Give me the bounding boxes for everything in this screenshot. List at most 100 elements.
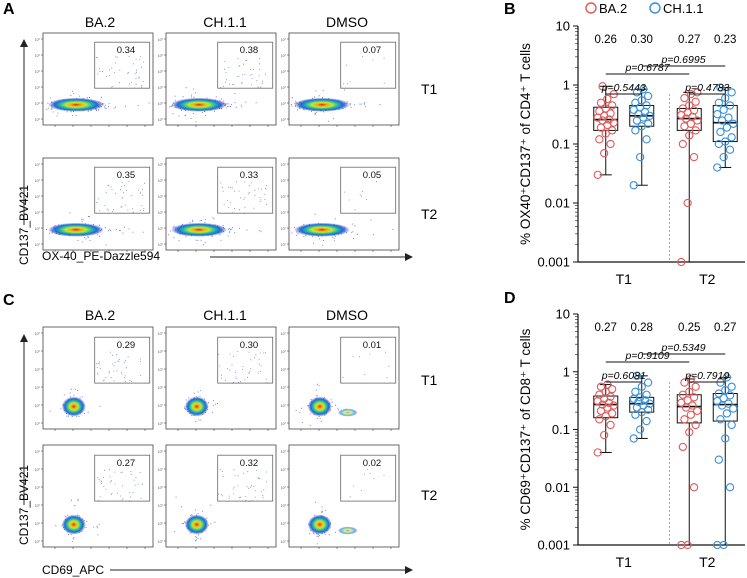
data-point — [729, 119, 738, 128]
series-t2-ba2 — [676, 88, 702, 267]
data-point — [713, 163, 722, 172]
density-core — [48, 97, 104, 112]
median-label: 0.26 — [595, 34, 617, 46]
flow-y-tick-label: 10⁰ — [158, 422, 164, 426]
flow-y-tick-label: 10⁰ — [35, 38, 41, 42]
data-point — [632, 371, 642, 380]
flow-y-tick-label: 10⁰ — [35, 468, 41, 472]
gate-box — [217, 41, 274, 89]
data-point — [680, 415, 689, 424]
density-core — [184, 514, 209, 535]
y-tick-label: 10 — [556, 19, 570, 34]
data-point — [644, 378, 653, 387]
x-category-label: T1 — [616, 554, 633, 570]
median-label: 0.27 — [678, 34, 700, 46]
data-point — [593, 170, 602, 179]
gate-value: 0.07 — [363, 45, 382, 56]
flow-y-tick-label: 10⁰ — [35, 211, 41, 215]
data-point — [714, 389, 723, 398]
flow-y-tick-label: 10⁰ — [281, 540, 287, 544]
flow-y-tick-label: 10⁰ — [281, 227, 287, 231]
y-tick-label: 0.1 — [552, 137, 570, 152]
flow-plot: 10⁰ 10⁰ 10⁰ 10⁰ 10⁰ 10⁰ 0.27 — [35, 444, 154, 549]
flow-plot: 10⁰ 10⁰ 10⁰ 10⁰ 10⁰ 10⁰ 0.29 — [35, 326, 154, 431]
flow-y-tick-label: 10⁰ — [35, 422, 41, 426]
flow-plot-frame — [165, 157, 277, 251]
gate-value: 0.35 — [117, 170, 136, 181]
flow-y-tick-label: 10⁰ — [35, 486, 41, 490]
data-point — [637, 382, 646, 391]
flow-y-tick-label: 10⁰ — [158, 211, 164, 215]
flow-plot: 10⁰ 10⁰ 10⁰ 10⁰ 10⁰ 10⁰ 0.32 — [158, 444, 277, 549]
chart-panel-d: 0.001 0.01 0.1 1 10 % CD69⁺CD137⁺ of CD8⁺ T c… — [518, 307, 745, 570]
panel-letter-a: A — [3, 1, 15, 18]
data-point — [601, 129, 610, 138]
box-iqr — [676, 394, 702, 424]
flow-y-tick-label: 10⁰ — [35, 540, 41, 544]
gate-box — [217, 166, 274, 214]
flow-c-column-label: DMSO — [326, 307, 368, 323]
flow-y-tick-label: 10⁰ — [281, 522, 287, 526]
data-point — [606, 420, 615, 430]
data-point — [593, 448, 602, 457]
flow-y-tick-label: 10⁰ — [158, 522, 164, 526]
flow-y-tick-label: 10⁰ — [281, 486, 287, 490]
flow-plot-frame — [42, 326, 154, 430]
flow-plot: 10⁰ 10⁰ 10⁰ 10⁰ 10⁰ 10⁰ 0.33 — [158, 157, 277, 252]
flow-plot: 10⁰ 10⁰ 10⁰ 10⁰ 10⁰ 10⁰ 0.05 — [281, 157, 400, 252]
x-category-label: T2 — [699, 554, 716, 570]
gate-value: 0.30 — [240, 340, 259, 351]
flow-y-tick-label: 10⁰ — [35, 54, 41, 58]
y-axis-label: % OX40⁺CD137⁺ of CD4⁺ T cells — [518, 43, 533, 245]
flow-a-row-label: T2 — [421, 206, 438, 222]
flow-y-tick-label: 10⁰ — [281, 118, 287, 122]
data-point — [596, 98, 606, 107]
data-point — [713, 540, 722, 550]
gate-box — [340, 336, 397, 384]
gate-box — [340, 41, 397, 89]
gate-value: 0.34 — [117, 45, 136, 56]
flow-cytometry-panel-c: BA.2 CH.1.1 DMSO T1 T2 CD137_BV421 CD69_… — [17, 307, 438, 577]
data-point — [724, 399, 733, 408]
p-value-label: p=0.7919 — [684, 370, 729, 382]
data-point — [600, 430, 609, 440]
data-point — [719, 540, 728, 550]
data-point — [642, 390, 651, 399]
median-label: 0.30 — [631, 34, 653, 46]
gate-value: 0.01 — [363, 340, 382, 351]
data-point — [725, 101, 735, 110]
data-point — [642, 135, 651, 144]
series-t1-ch11 — [629, 371, 655, 443]
data-point — [725, 483, 735, 492]
data-point — [677, 540, 686, 550]
flow-plot-frame — [288, 32, 400, 126]
series-t1-ch11 — [629, 85, 655, 190]
data-point — [608, 101, 617, 110]
y-tick-label: 1 — [563, 364, 570, 379]
flow-y-tick-label: 10⁰ — [35, 102, 41, 106]
data-point — [722, 123, 731, 132]
data-point — [683, 540, 692, 550]
flow-y-tick-label: 10⁰ — [158, 195, 164, 199]
flow-c-column-label: BA.2 — [85, 307, 116, 323]
data-point — [688, 112, 697, 121]
data-point — [685, 387, 694, 396]
data-point — [629, 181, 638, 190]
data-point — [729, 404, 738, 413]
flow-y-tick-label: 10⁰ — [158, 404, 164, 408]
flow-y-tick-label: 10⁰ — [158, 54, 164, 58]
data-point — [609, 401, 618, 410]
density-core — [294, 222, 350, 237]
flow-plot: 10⁰ 10⁰ 10⁰ 10⁰ 10⁰ 10⁰ 0.02 — [281, 444, 400, 549]
data-point — [678, 139, 687, 149]
flow-y-tick-label: 10⁰ — [281, 54, 287, 58]
density-core — [184, 396, 209, 417]
data-point — [722, 373, 731, 382]
data-point — [691, 382, 700, 391]
data-point — [691, 126, 700, 135]
flow-y-tick-label: 10⁰ — [35, 386, 41, 390]
flow-y-tick-label: 10⁰ — [281, 211, 287, 215]
median-label: 0.23 — [714, 34, 736, 46]
data-point — [642, 416, 651, 426]
